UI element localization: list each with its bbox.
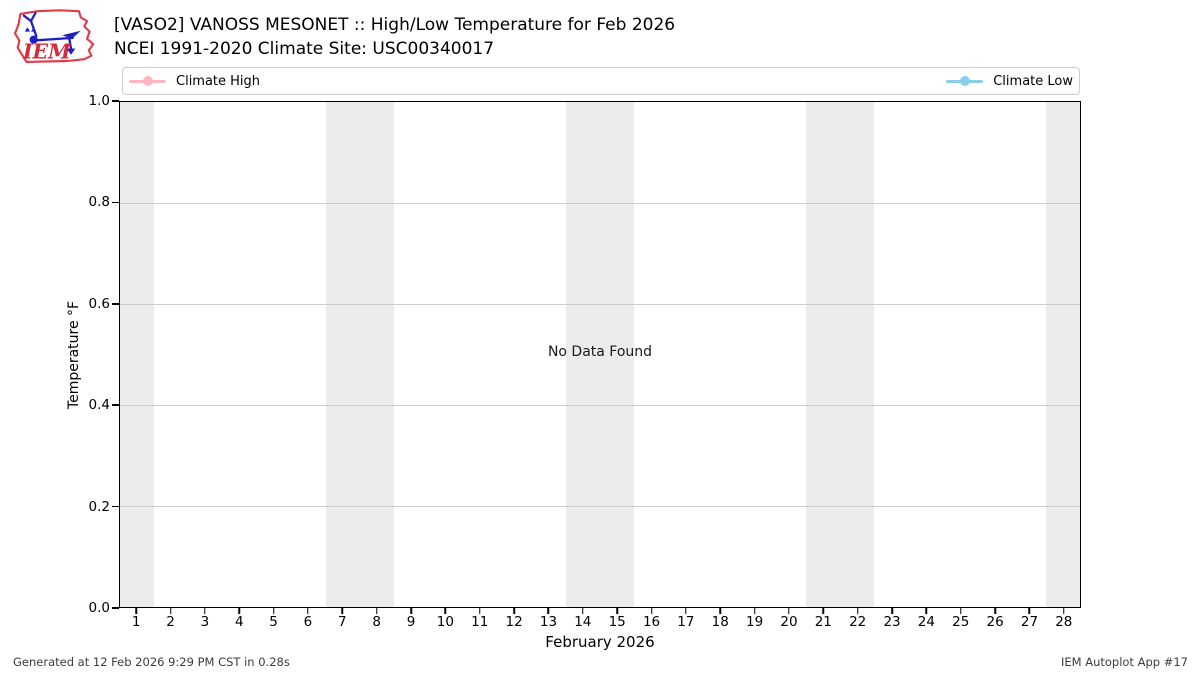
x-tick-mark: [994, 608, 996, 614]
x-tick-label: 15: [608, 614, 626, 630]
y-tick-label: 0.6: [88, 295, 110, 312]
y-tick-mark: [112, 505, 119, 508]
y-tick-label: 0.2: [88, 498, 110, 515]
x-tick-label: 25: [952, 614, 970, 630]
x-tick-label: 24: [917, 614, 935, 630]
x-tick-label: 1: [131, 614, 141, 630]
x-tick-label: 3: [200, 614, 210, 630]
x-tick-mark: [307, 608, 309, 614]
gridline: [120, 203, 1080, 204]
x-tick-label: 19: [746, 614, 764, 630]
x-tick-label: 28: [1055, 614, 1073, 630]
y-tick-mark: [112, 404, 119, 406]
x-tick-label: 11: [471, 614, 489, 630]
x-tick-label: 16: [642, 614, 661, 630]
x-tick-mark: [513, 608, 515, 614]
x-tick-label: 22: [849, 614, 867, 630]
weekend-bands: [120, 102, 1080, 607]
gridline: [120, 304, 1080, 305]
x-tick-mark: [753, 608, 756, 614]
iem-logo: IEM: [13, 9, 95, 63]
y-tick-label: 0.8: [88, 194, 110, 211]
climate-high-marker-icon: [129, 75, 166, 87]
x-tick-label: 26: [986, 614, 1004, 630]
x-tick-label: 10: [436, 614, 454, 630]
iem-logo-text: IEM: [22, 39, 72, 63]
x-tick-mark: [375, 608, 378, 614]
weekend-band: [565, 102, 635, 607]
x-tick-label: 21: [814, 614, 832, 630]
plot-area: No Data Found: [119, 101, 1081, 608]
x-tick-mark: [685, 608, 687, 614]
x-tick-mark: [1063, 608, 1065, 614]
climate-low-marker-icon: [946, 75, 984, 87]
x-tick-mark: [960, 608, 962, 614]
x-tick-label: 4: [234, 614, 244, 630]
no-data-message: No Data Found: [547, 344, 653, 361]
x-tick-mark: [444, 608, 447, 614]
x-tick-mark: [169, 608, 172, 614]
x-tick-mark: [204, 608, 206, 614]
gridline: [120, 506, 1080, 507]
x-tick-label: 5: [269, 614, 278, 630]
x-tick-mark: [341, 608, 344, 614]
x-tick-label: 8: [372, 614, 381, 630]
y-tick-mark: [112, 607, 119, 609]
legend-item: Climate High: [129, 74, 260, 89]
x-tick-label: 17: [677, 614, 695, 630]
x-tick-mark: [547, 608, 550, 614]
weekend-band: [1045, 102, 1080, 607]
x-tick-mark: [650, 608, 653, 614]
legend-label-climate-low: Climate Low: [993, 73, 1073, 89]
x-tick-mark: [788, 608, 790, 614]
y-tick-label: 0.0: [88, 600, 110, 616]
x-tick-mark: [582, 608, 584, 614]
chart-subtitle: NCEI 1991-2020 Climate Site: USC00340017: [114, 38, 495, 59]
weather-station-icon: [22, 11, 74, 50]
y-tick-mark: [112, 100, 119, 102]
x-tick-mark: [822, 608, 825, 614]
generated-timestamp: Generated at 12 Feb 2026 9:29 PM CST in …: [13, 655, 290, 669]
legend-label-climate-high: Climate High: [176, 73, 261, 89]
x-tick-label: 9: [406, 614, 416, 630]
y-tick-label: 0.4: [88, 397, 110, 414]
y-tick-mark: [112, 201, 119, 204]
weekend-band: [805, 102, 875, 607]
x-tick-mark: [1028, 608, 1031, 614]
x-tick-mark: [272, 608, 275, 614]
app-credit: IEM Autoplot App #17: [1060, 655, 1188, 669]
title-block: [VASO2] VANOSS MESONET :: High/Low Tempe…: [114, 14, 675, 61]
x-tick-mark: [925, 608, 928, 614]
legend-item: Climate Low: [946, 74, 1073, 89]
gridlines: [120, 102, 1080, 607]
gridline: [120, 405, 1080, 406]
x-tick-label: 6: [303, 614, 313, 630]
x-tick-label: 20: [780, 614, 798, 630]
x-tick-label: 23: [883, 614, 901, 630]
x-tick-mark: [135, 608, 137, 614]
weekend-band: [120, 102, 155, 607]
x-tick-mark: [616, 608, 618, 614]
x-tick-label: 13: [539, 614, 558, 630]
y-tick-label: 1.0: [88, 93, 110, 109]
x-tick-label: 27: [1020, 614, 1039, 630]
x-tick-mark: [410, 608, 412, 614]
x-tick-label: 2: [166, 614, 175, 630]
x-tick-label: 12: [505, 614, 523, 630]
x-tick-label: 18: [711, 614, 729, 630]
x-tick-mark: [719, 608, 721, 614]
legend: Climate High Climate Low: [122, 67, 1080, 95]
x-tick-label: 7: [338, 614, 347, 630]
chart-title: [VASO2] VANOSS MESONET :: High/Low Tempe…: [114, 15, 676, 35]
x-tick-mark: [856, 608, 859, 614]
x-tick-mark: [238, 608, 240, 614]
x-axis-label: February 2026: [545, 633, 655, 651]
y-tick-mark: [112, 303, 119, 305]
weekend-band: [325, 102, 395, 607]
y-axis-label: Temperature °F: [66, 300, 82, 410]
x-tick-label: 14: [574, 614, 592, 630]
x-tick-mark: [479, 608, 481, 614]
x-tick-mark: [891, 608, 893, 614]
